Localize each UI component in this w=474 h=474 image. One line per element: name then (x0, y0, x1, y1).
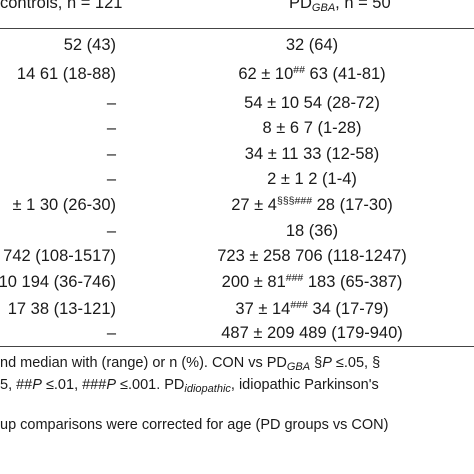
pd-gba-cell: 723 ± 258 706 (118-1247) (217, 247, 407, 265)
table-header: controls, n = 121 PDGBA, n = 50 (0, 0, 474, 26)
table-row: 17 38 (13-121) 37 ± 14### 34 (17-79) (0, 300, 474, 325)
table-row: – 54 ± 10 54 (28-72) (0, 94, 474, 119)
footnote-line-3: up comparisons were corrected for age (P… (0, 417, 389, 433)
table-row: – 8 ± 6 7 (1-28) (0, 119, 474, 144)
header-controls: controls, n = 121 (0, 0, 123, 12)
header-pd-gba: PDGBA, n = 50 (289, 0, 391, 14)
controls-cell: 52 (43) (63, 36, 116, 54)
footnote-line-1: nd median with (range) or n (%). CON vs … (0, 355, 381, 373)
pd-gba-cell: 8 ± 6 7 (1-28) (262, 119, 362, 137)
bottom-rule (0, 346, 474, 347)
controls-cell: – (106, 94, 116, 112)
pd-gba-cell: 487 ± 209 489 (179-940) (221, 324, 403, 342)
pd-gba-cell: 62 ± 10## 63 (41-81) (238, 64, 386, 83)
controls-cell: 10 194 (36-746) (0, 273, 116, 291)
pd-gba-cell: 18 (36) (285, 222, 339, 240)
pd-gba-cell: 27 ± 4§§§### 28 (17-30) (231, 195, 393, 214)
footnote-line-2: 5, ##P ≤.01, ###P ≤.001. PDidiopathic, i… (0, 377, 379, 395)
table-row: 2 742 (108-1517) 723 ± 258 706 (118-1247) (0, 247, 474, 272)
table-row: 10 194 (36-746) 200 ± 81### 183 (65-387) (0, 273, 474, 298)
pd-gba-cell: 2 ± 1 2 (1-4) (267, 170, 357, 188)
controls-cell: 14 61 (18-88) (16, 65, 116, 83)
controls-cell: – (106, 324, 116, 342)
controls-cell: 2 742 (108-1517) (0, 247, 116, 265)
controls-cell: – (106, 222, 116, 240)
pd-gba-cell: 200 ± 81### 183 (65-387) (221, 272, 403, 291)
controls-cell: – (106, 119, 116, 137)
table-row: – 18 (36) (0, 222, 474, 247)
table-row: – 34 ± 11 33 (12-58) (0, 145, 474, 170)
table-row: – 2 ± 1 2 (1-4) (0, 170, 474, 195)
controls-cell: – (106, 145, 116, 163)
pd-gba-cell: 34 ± 11 33 (12-58) (244, 145, 380, 163)
controls-cell: ± 1 30 (26-30) (12, 196, 116, 214)
controls-cell: 17 38 (13-121) (7, 300, 116, 318)
table-row: 14 61 (18-88) 62 ± 10## 63 (41-81) (0, 65, 474, 90)
pd-gba-cell: 32 (64) (285, 36, 339, 54)
pd-gba-cell: 54 ± 10 54 (28-72) (244, 94, 380, 112)
pd-gba-cell: 37 ± 14### 34 (17-79) (235, 299, 389, 318)
table-row: 52 (43) 32 (64) (0, 36, 474, 61)
controls-cell: – (106, 170, 116, 188)
header-rule (0, 28, 474, 29)
table-row: – 487 ± 209 489 (179-940) (0, 324, 474, 349)
table-row: ± 1 30 (26-30) 27 ± 4§§§### 28 (17-30) (0, 196, 474, 221)
